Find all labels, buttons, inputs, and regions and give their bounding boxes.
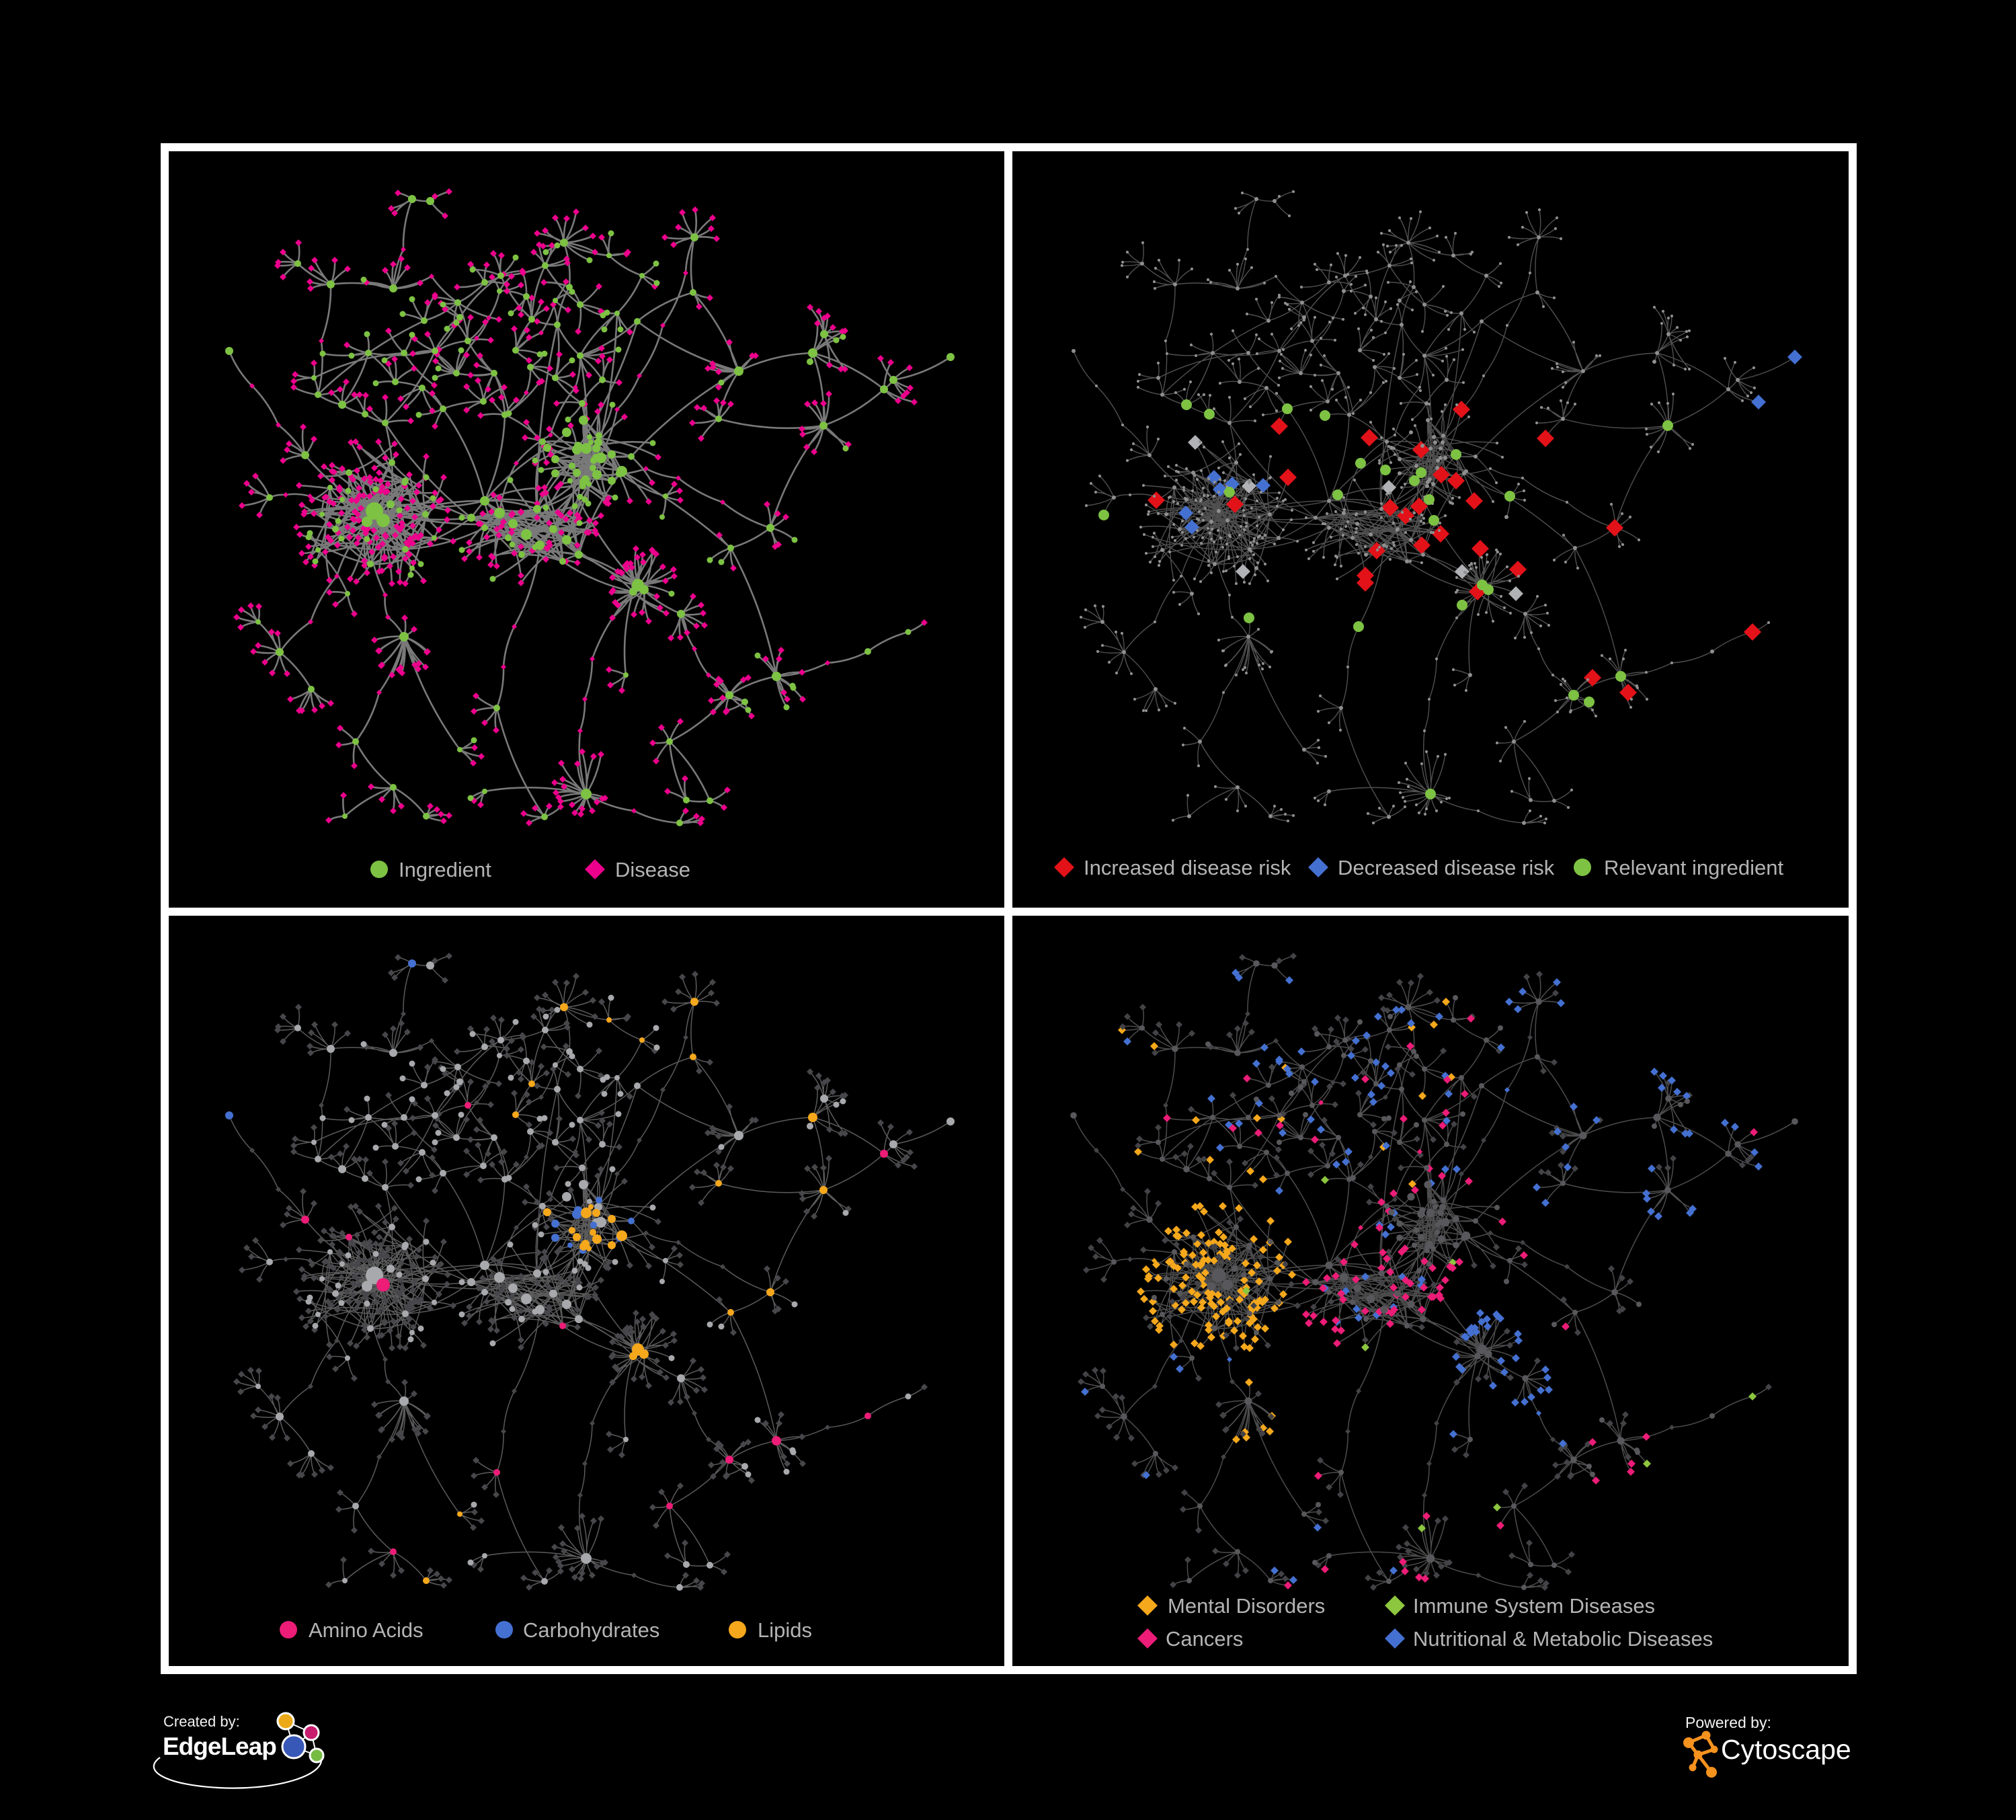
svg-text:Cancers: Cancers xyxy=(1166,1627,1243,1651)
svg-text:Decreased disease risk: Decreased disease risk xyxy=(1338,856,1555,879)
svg-text:Ingredient: Ingredient xyxy=(399,858,491,881)
svg-text:Powered by:: Powered by: xyxy=(1685,1714,1771,1731)
svg-text:Cytoscape: Cytoscape xyxy=(1721,1734,1851,1765)
svg-text:Relevant ingredient: Relevant ingredient xyxy=(1604,856,1784,879)
svg-text:Disease: Disease xyxy=(615,858,690,881)
svg-text:Mental Disorders: Mental Disorders xyxy=(1168,1594,1325,1618)
svg-text:Nutritional & Metabolic Diseas: Nutritional & Metabolic Diseases xyxy=(1413,1627,1713,1651)
svg-text:Created by:: Created by: xyxy=(163,1713,240,1730)
svg-text:Immune System Diseases: Immune System Diseases xyxy=(1413,1594,1655,1618)
svg-text:Increased disease risk: Increased disease risk xyxy=(1084,856,1291,879)
svg-text:Lipids: Lipids xyxy=(758,1618,812,1642)
svg-text:EdgeLeap: EdgeLeap xyxy=(163,1733,276,1760)
svg-text:Amino Acids: Amino Acids xyxy=(309,1618,424,1642)
svg-text:Carbohydrates: Carbohydrates xyxy=(523,1618,659,1642)
